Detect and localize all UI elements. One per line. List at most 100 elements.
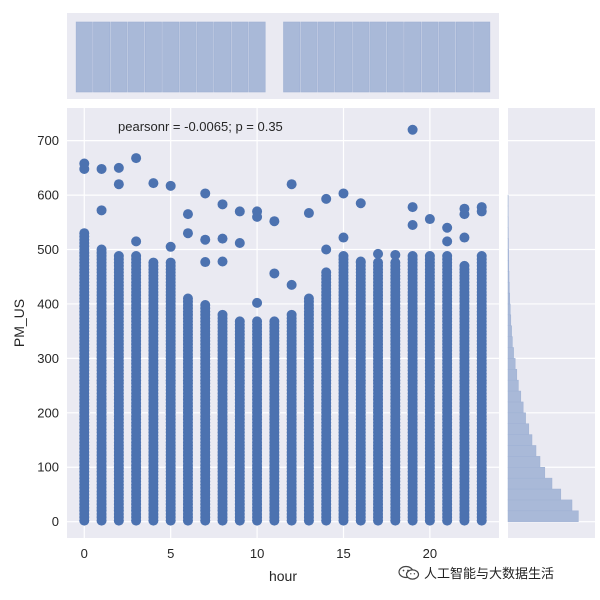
top-marginal-panel — [67, 13, 499, 99]
top-hist-bar — [300, 21, 318, 93]
outlier-point — [200, 257, 211, 268]
right-hist-bar — [507, 488, 562, 501]
data-point — [252, 316, 263, 327]
right-hist-bar — [507, 249, 509, 261]
y-tick-labels: 0 100 200 300 400 500 600 700 — [37, 133, 59, 529]
outlier-point — [131, 236, 142, 247]
outlier-point — [373, 248, 384, 259]
outlier-point — [303, 208, 314, 219]
data-point — [476, 251, 487, 262]
y-tick-label: 400 — [37, 296, 59, 311]
outlier-point — [407, 202, 418, 213]
top-hist-bar — [127, 21, 145, 93]
right-hist-bar — [507, 510, 579, 522]
data-point — [200, 300, 211, 311]
x-tick-label: 10 — [250, 546, 264, 561]
watermark-text: 人工智能与大数据生活 — [424, 566, 555, 581]
right-hist-bar — [507, 390, 522, 403]
right-histogram — [507, 194, 579, 522]
outlier-point — [321, 244, 332, 255]
y-tick-label: 600 — [37, 188, 59, 203]
outlier-point — [113, 162, 124, 173]
outlier-point — [182, 228, 193, 239]
top-hist-bar — [455, 21, 473, 93]
right-hist-bar — [507, 369, 518, 381]
top-hist-bar — [352, 21, 370, 93]
outlier-point — [165, 180, 176, 191]
top-hist-bar — [404, 21, 422, 93]
data-point — [303, 293, 314, 304]
outlier-point — [424, 214, 435, 225]
right-hist-bar — [507, 336, 513, 348]
right-hist-bar — [507, 292, 511, 305]
outlier-point — [442, 236, 453, 247]
data-point — [131, 251, 142, 262]
outlier-point — [252, 297, 263, 308]
data-point — [217, 309, 228, 320]
top-hist-bar — [386, 21, 404, 93]
outlier-point — [407, 220, 418, 231]
data-point — [165, 257, 176, 268]
main-panel: 0 5 10 15 20 0 100 200 300 400 500 600 700 pearsonr… — [11, 108, 499, 584]
watermark: 人工智能与大数据生活 — [398, 563, 554, 582]
outlier-point — [217, 256, 228, 267]
right-hist-bar — [507, 477, 553, 490]
data-point — [148, 257, 159, 268]
data-point — [321, 267, 332, 278]
outlier-point — [459, 209, 470, 220]
data-point — [459, 260, 470, 271]
data-point — [407, 251, 418, 262]
outlier-point — [96, 205, 107, 216]
outlier-point — [234, 237, 245, 248]
outlier-point — [113, 179, 124, 190]
outlier-point — [234, 206, 245, 217]
top-hist-bar — [144, 21, 162, 93]
x-tick-label: 5 — [167, 546, 174, 561]
x-tick-label: 15 — [336, 546, 350, 561]
outlier-point — [355, 256, 366, 267]
data-point — [79, 228, 90, 239]
right-hist-bar — [507, 358, 516, 370]
outlier-point — [476, 206, 487, 217]
data-point — [442, 251, 453, 262]
top-hist-bar — [179, 21, 197, 93]
outlier-point — [459, 232, 470, 243]
right-hist-bar — [507, 445, 537, 457]
x-tick-label: 0 — [81, 546, 88, 561]
y-tick-label: 300 — [37, 351, 59, 366]
top-hist-bar — [93, 21, 110, 93]
y-tick-label: 100 — [37, 460, 59, 475]
outlier-point — [321, 193, 332, 204]
top-hist-bar — [438, 21, 456, 93]
data-point — [424, 251, 435, 262]
y-axis-label: PM_US — [11, 299, 27, 347]
right-hist-bar — [507, 303, 511, 316]
top-hist-bar — [214, 21, 231, 93]
top-hist-bar — [283, 21, 301, 93]
y-tick-label: 0 — [52, 514, 59, 529]
top-hist-bar — [162, 21, 180, 93]
outlier-point — [338, 232, 349, 243]
right-hist-bar — [507, 271, 510, 283]
top-hist-bar — [317, 21, 335, 93]
outlier-point — [131, 153, 142, 164]
outlier-point — [217, 233, 228, 244]
x-tick-label: 20 — [423, 546, 437, 561]
outlier-point — [200, 234, 211, 245]
right-hist-bar — [507, 281, 510, 294]
right-hist-bar — [507, 412, 526, 424]
top-hist-bar — [369, 21, 387, 93]
outlier-point — [442, 222, 453, 233]
y-tick-label: 700 — [37, 133, 59, 148]
scatter-points — [79, 124, 487, 526]
outlier-point — [355, 198, 366, 209]
top-hist-bar — [335, 21, 352, 93]
top-hist-bar — [196, 21, 214, 93]
outlier-point — [407, 124, 418, 135]
data-point — [113, 251, 124, 262]
right-hist-bar — [507, 325, 512, 337]
top-hist-bar — [473, 21, 491, 93]
outlier-point — [269, 268, 280, 279]
outlier-point — [182, 209, 193, 220]
outlier-point — [269, 216, 280, 227]
